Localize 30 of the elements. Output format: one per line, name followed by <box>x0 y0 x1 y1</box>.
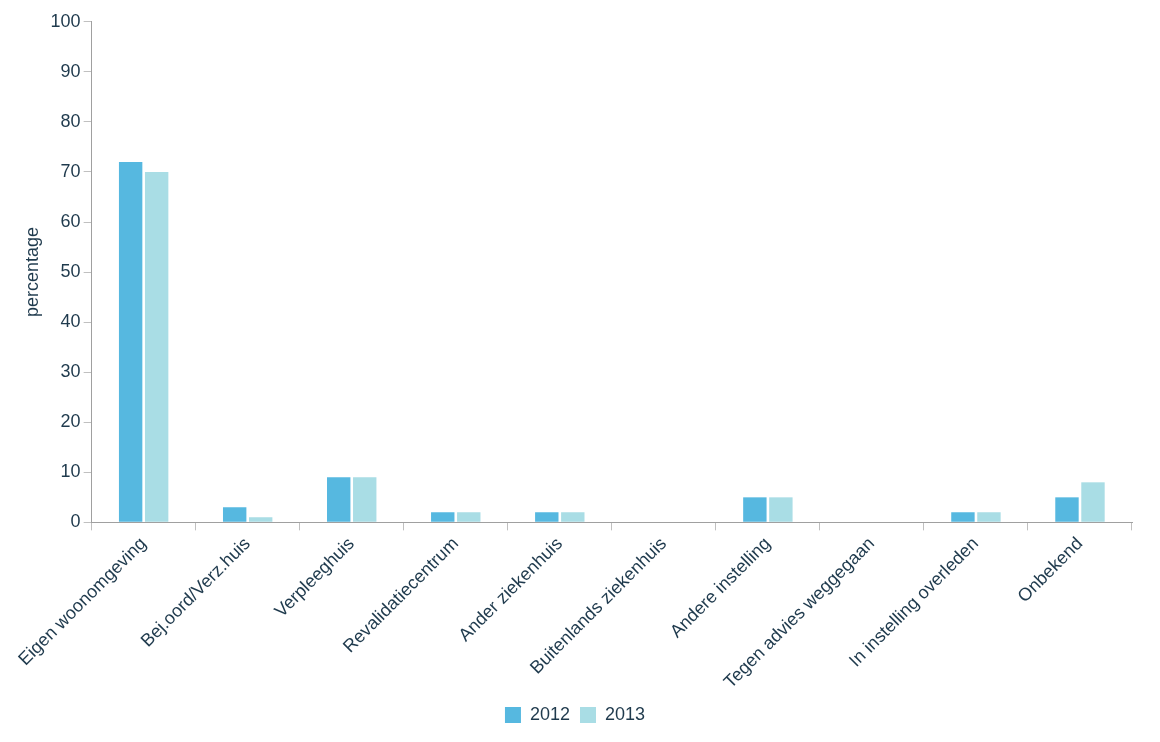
bar <box>327 477 351 522</box>
bar <box>743 497 767 522</box>
y-tick-label: 40 <box>60 311 81 332</box>
bar <box>118 161 143 522</box>
bar <box>248 517 273 522</box>
y-tick-label: 50 <box>60 261 81 282</box>
y-tick-label: 100 <box>50 10 81 31</box>
y-tick-label: 10 <box>60 461 81 482</box>
y-tick-label: 30 <box>60 361 81 382</box>
y-tick-label: 20 <box>60 411 81 432</box>
bar <box>951 512 975 522</box>
bar <box>457 512 481 522</box>
legend-label: 2013 <box>605 703 646 724</box>
bar <box>1055 497 1079 522</box>
bar <box>769 497 793 522</box>
y-tick-label: 0 <box>70 511 81 532</box>
bar <box>1081 482 1105 522</box>
bar <box>144 171 169 522</box>
y-axis-title: percentage <box>21 227 42 318</box>
y-tick-label: 70 <box>60 160 81 181</box>
bar <box>977 512 1001 522</box>
bar <box>222 507 247 522</box>
bar <box>431 512 455 522</box>
y-tick-label: 80 <box>60 110 81 131</box>
bar <box>535 512 559 522</box>
bar <box>353 477 377 522</box>
y-tick-label: 60 <box>60 210 81 231</box>
y-tick-label: 90 <box>60 60 81 81</box>
legend-label: 2012 <box>529 703 570 724</box>
bar <box>561 512 585 522</box>
